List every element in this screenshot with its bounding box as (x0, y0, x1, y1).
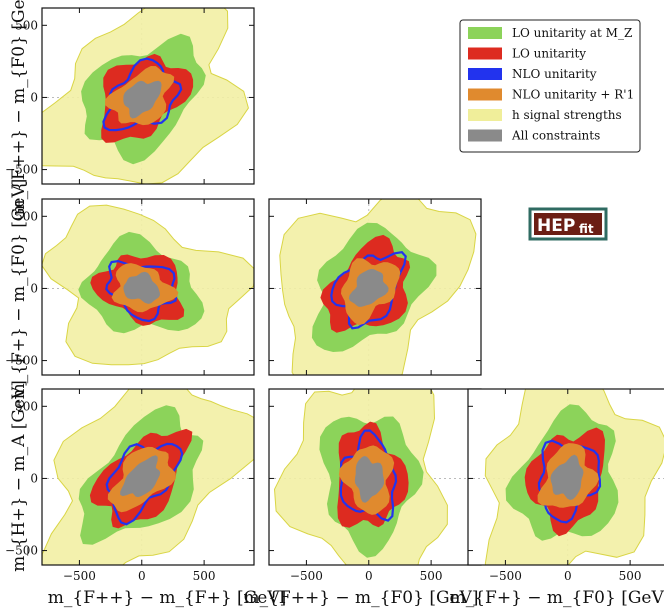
x-tick-label: 500 (420, 569, 443, 583)
legend-swatch (468, 47, 502, 60)
panel-p11 (268, 198, 482, 376)
x-tick-label: −500 (489, 569, 522, 583)
y-tick-label: 0 (30, 471, 38, 485)
contour-all (123, 271, 160, 304)
y-tick-label: 500 (15, 209, 38, 223)
legend-label: All constraints (511, 129, 600, 143)
legend-label: NLO unitarity (512, 67, 597, 81)
hepfit-logo: HEP fit (528, 207, 608, 241)
y-tick-label: 0 (30, 90, 38, 104)
y-label-row0: m_{F++} − m_{F0} [GeV] (9, 0, 29, 216)
x-tick-label: 0 (365, 569, 373, 583)
contour-all (348, 269, 389, 307)
panel-p20: −500 0 500 500 0 −500 (5, 388, 255, 583)
x-label-col0: m_{F++} − m_{F+} [GeV] (48, 588, 286, 608)
legend-label: NLO unitarity + R'1 (512, 88, 634, 102)
x-tick-label: 500 (193, 569, 216, 583)
legend: LO unitarity at M_Z LO unitarity NLO unita… (459, 19, 641, 153)
panel-frame (41, 388, 255, 566)
logo-main: HEP (537, 216, 575, 236)
contour-nlo (102, 57, 183, 132)
contour-nlo (339, 429, 398, 522)
panel-p00: 500 0 −500 (5, 7, 255, 185)
logo-sub: fit (579, 222, 594, 236)
contour-all (120, 455, 161, 498)
legend-item-all: All constraints (468, 129, 600, 143)
y-tick-label: −500 (5, 544, 38, 558)
y-tick-label: 0 (30, 281, 38, 295)
legend-item-lo: LO unitarity (468, 47, 586, 61)
contour-all (123, 80, 162, 119)
y-label-row2: m_{H+} − m_A [GeV] (9, 380, 29, 572)
logo-fill (534, 213, 602, 235)
panel-frame (467, 388, 664, 566)
contour-nlo (537, 439, 602, 524)
y-tick-label: −500 (5, 163, 38, 177)
contour-all (550, 454, 584, 500)
contours (468, 389, 664, 565)
x-tick-label: −500 (63, 569, 96, 583)
legend-swatch (468, 88, 502, 101)
x-label-col2: m_{F+} − m_{F0} [GeV] (450, 588, 664, 608)
x-tick-label: 500 (619, 569, 642, 583)
legend-items: LO unitarity at M_Z LO unitarity NLO unita… (468, 26, 634, 143)
y-tick-label: −500 (5, 354, 38, 368)
legend-item-nlo_r1: NLO unitarity + R'1 (468, 88, 634, 102)
legend-item-h_sig: h signal strengths (468, 108, 622, 122)
legend-swatch (468, 109, 502, 121)
legend-swatch (468, 129, 502, 142)
x-label-col1: m_{F++} − m_{F0} [GeV] (243, 588, 478, 608)
panel-p22: −500 0 500 (467, 388, 664, 583)
legend-swatch (468, 68, 502, 80)
legend-label: LO unitarity at M_Z (512, 26, 632, 40)
x-tick-label: −500 (290, 569, 323, 583)
x-tick-label: 0 (564, 569, 572, 583)
x-tick-label: 0 (138, 569, 146, 583)
contour-nlo (105, 259, 178, 323)
contour-all (354, 456, 384, 503)
y-tick-label: 500 (15, 18, 38, 32)
legend-swatch (468, 27, 502, 39)
legend-label: h signal strengths (512, 108, 622, 122)
panel-frame (41, 198, 255, 376)
contours (42, 389, 254, 565)
panel-p10: 500 0 −500 (5, 198, 255, 376)
legend-item-nlo: NLO unitarity (468, 67, 597, 81)
y-tick-label: 500 (15, 399, 38, 413)
panel-frame (41, 7, 255, 185)
contours (269, 389, 481, 565)
contours (42, 199, 254, 375)
legend-frame (459, 19, 641, 153)
legend-label: LO unitarity (512, 47, 586, 61)
contours (269, 199, 481, 375)
contours (42, 8, 254, 184)
panel-p21: −500 0 500 (268, 388, 482, 583)
y-label-row1: m_{F+} − m_{F0} [GeV] (9, 179, 29, 400)
legend-item-lo_mz: LO unitarity at M_Z (468, 26, 632, 40)
panel-frame (268, 198, 482, 376)
